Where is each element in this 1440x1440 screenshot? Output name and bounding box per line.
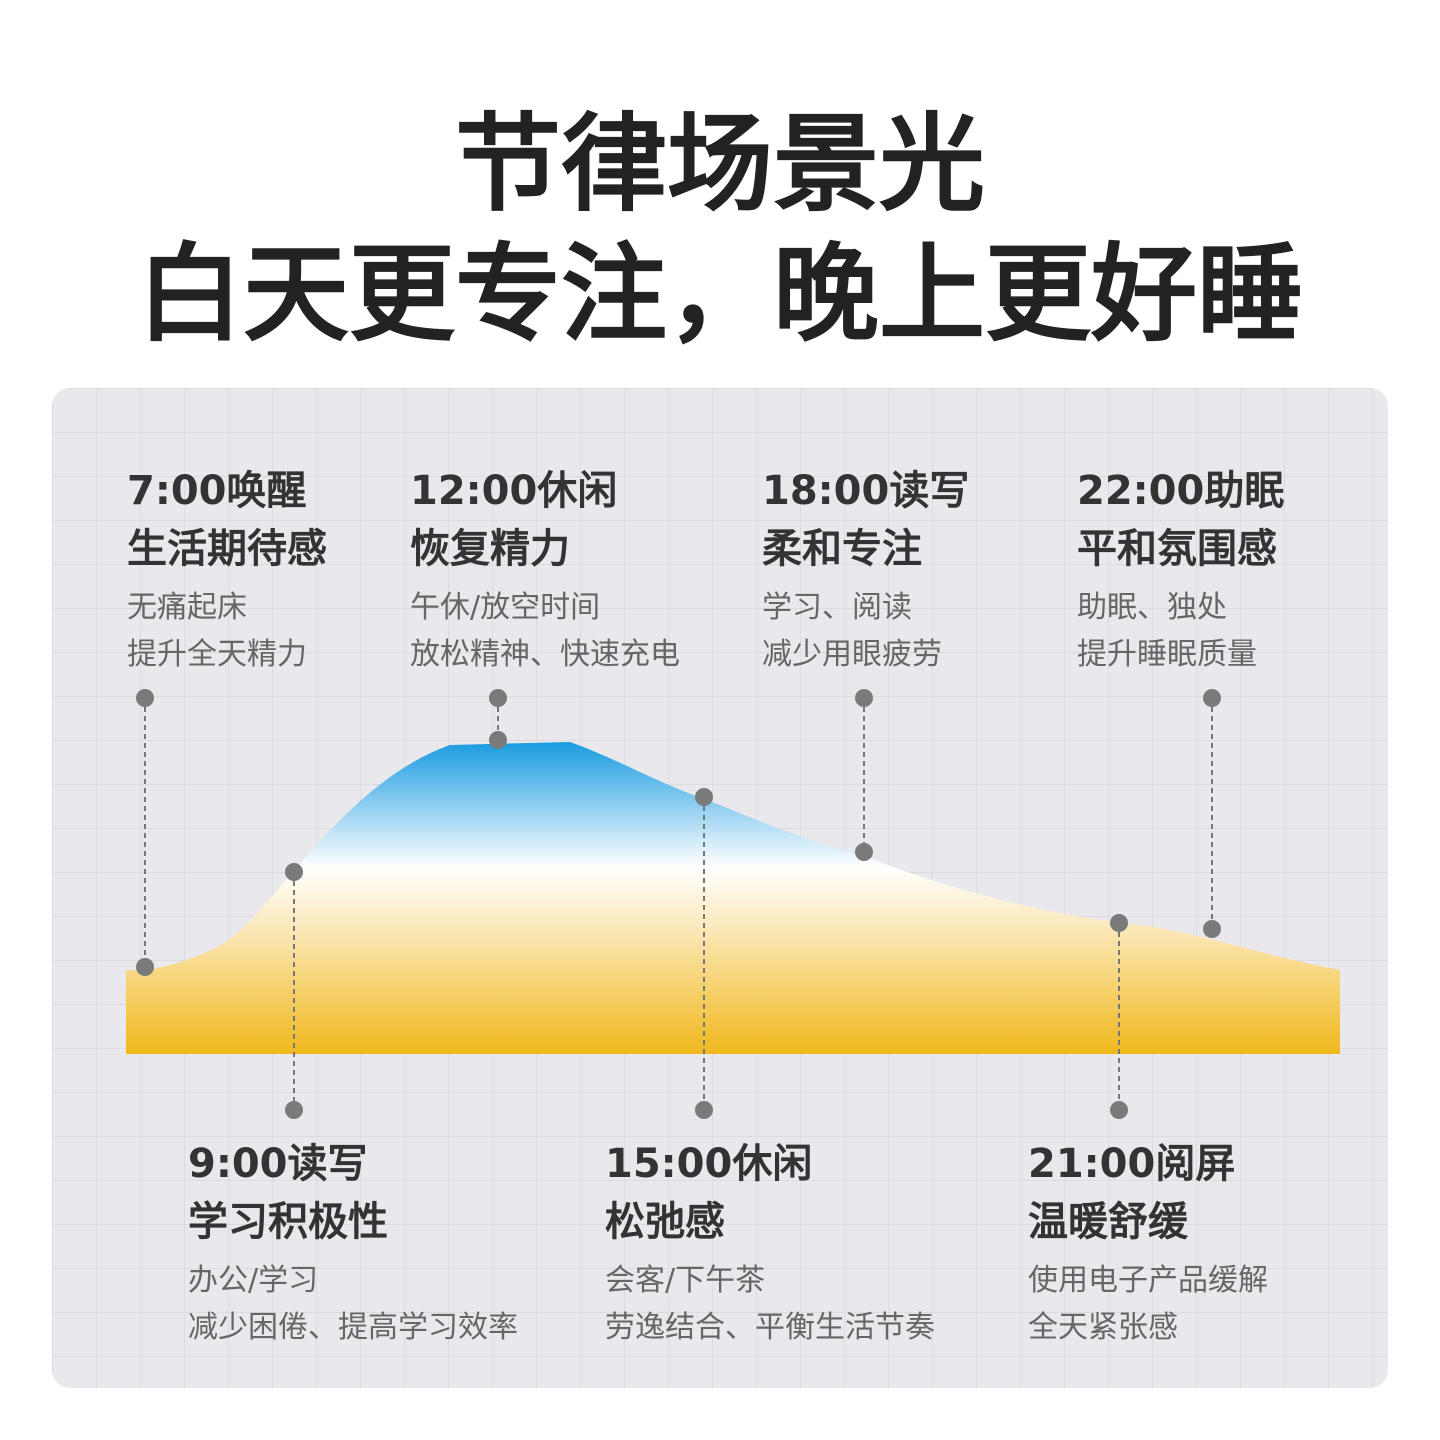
scene-description: 减少困倦、提高学习效率: [188, 1310, 518, 1345]
scene: 22:00助眠 平和氛围感助眠、独处提升睡眠质量: [1077, 462, 1284, 678]
scene-description: 无痛起床: [127, 590, 247, 625]
scene-description: 会客/下午茶: [605, 1263, 766, 1298]
scene-description: 减少用眼疲劳: [762, 637, 942, 672]
scene-subtitle: 生活期待感: [127, 526, 327, 572]
title-line: 节律场景光: [455, 103, 985, 226]
scene-description: 放松精神、快速充电: [410, 637, 680, 672]
scene-subtitle: 温暖舒缓: [1028, 1199, 1188, 1245]
scene-description: 全天紧张感: [1028, 1310, 1178, 1345]
scene-subtitle: 学习积极性: [188, 1199, 388, 1245]
scene: 9:00读写 学习积极性办公/学习减少困倦、提高学习效率: [188, 1135, 518, 1351]
scene-time: 7:00唤醒: [127, 468, 307, 514]
scene-time: 18:00读写: [762, 468, 970, 514]
dots: [136, 689, 1221, 1119]
scene-subtitle: 恢复精力: [410, 526, 570, 572]
title-line: 白天更专注，晚上更好睡: [137, 233, 1303, 356]
scene-time: 21:00阅屏: [1028, 1141, 1236, 1187]
scene: 18:00读写 柔和专注学习、阅读减少用眼疲劳: [762, 462, 969, 678]
scene-description: 提升全天精力: [127, 637, 307, 672]
scene-description: 助眠、独处: [1077, 590, 1227, 625]
scene-description: 使用电子产品缓解: [1028, 1263, 1268, 1298]
scene: 21:00阅屏 温暖舒缓使用电子产品缓解 全天紧张感: [1028, 1135, 1268, 1351]
scene-time: 9:00读写: [188, 1141, 368, 1187]
scene-description: 学习、阅读: [762, 590, 912, 625]
scene-subtitle: 松弛感: [605, 1199, 725, 1245]
connectors: [144, 698, 1213, 1110]
scene: 15:00休闲 松弛感会客/下午茶劳逸结合、平衡生活节奏: [605, 1135, 935, 1351]
scene-description: 办公/学习: [188, 1263, 319, 1298]
scene-description: 午休/放空时间: [410, 590, 601, 625]
scene-time: 12:00休闲: [410, 468, 618, 514]
scene-description: 劳逸结合、平衡生活节奏: [605, 1310, 935, 1345]
scene: 7:00唤醒 生活期待感无痛起床提升全天精力: [127, 462, 327, 678]
curve-area: [126, 742, 1340, 1054]
scene-time: 22:00助眠: [1077, 468, 1285, 514]
panel: [52, 388, 1388, 1388]
scene-subtitle: 柔和专注: [762, 526, 922, 572]
scene: 12:00休闲 恢复精力午休/放空时间放松精神、快速充电: [410, 462, 680, 678]
scene-subtitle: 平和氛围感: [1077, 526, 1277, 572]
scene-description: 提升睡眠质量: [1077, 637, 1257, 672]
scene-time: 15:00休闲: [605, 1141, 813, 1187]
